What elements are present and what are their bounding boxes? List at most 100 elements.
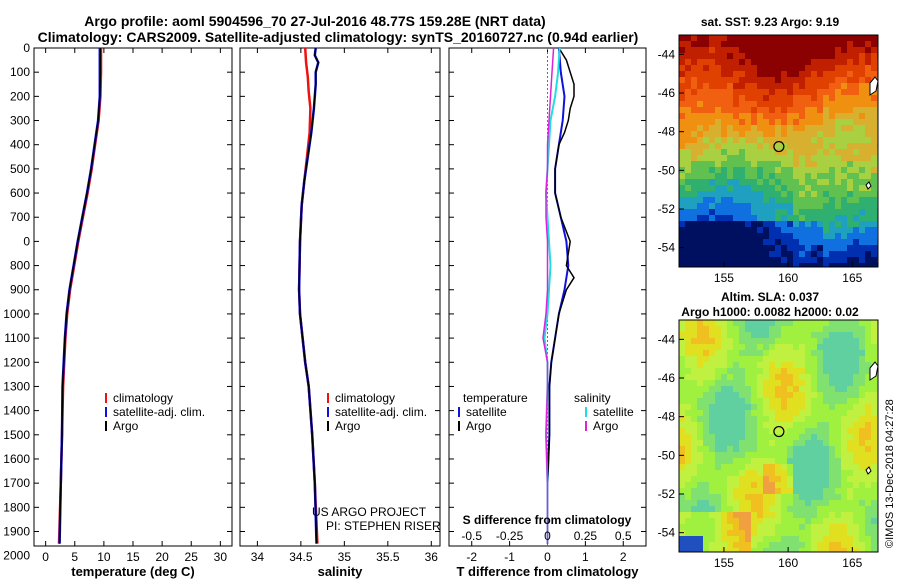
- map-cell: [781, 494, 787, 500]
- map-cell: [727, 320, 733, 326]
- map-cell: [721, 125, 727, 131]
- map-cell: [691, 542, 697, 548]
- map-cell: [721, 404, 727, 410]
- map-cell: [781, 326, 787, 332]
- map-cell: [691, 452, 697, 458]
- map-cell: [745, 470, 751, 476]
- map-cell: [727, 95, 733, 101]
- map-cell: [745, 356, 751, 362]
- map-cell: [781, 107, 787, 113]
- map-cell: [847, 263, 853, 267]
- map-cell: [685, 251, 691, 257]
- map-cell: [805, 386, 811, 392]
- map-cell: [697, 125, 703, 131]
- map-cell: [769, 113, 775, 119]
- map-cell: [679, 53, 685, 59]
- map-cell: [763, 245, 769, 251]
- map-cell: [859, 143, 865, 149]
- map-cell: [811, 179, 817, 185]
- map-cell: [853, 89, 859, 95]
- map-cell: [841, 143, 847, 149]
- map-cell: [757, 35, 763, 41]
- map-cell: [835, 83, 841, 89]
- map-cell: [685, 398, 691, 404]
- map-cell: [871, 59, 877, 65]
- map-cell: [793, 83, 799, 89]
- map-cell: [811, 203, 817, 209]
- map-cell: [685, 524, 691, 530]
- map-cell: [697, 440, 703, 446]
- map-cell: [793, 131, 799, 137]
- map-cell: [685, 530, 691, 536]
- map-cell: [697, 143, 703, 149]
- map-cell: [679, 488, 685, 494]
- map-cell: [733, 227, 739, 233]
- map-cell: [727, 47, 733, 53]
- map-cell: [859, 446, 865, 452]
- map-cell: [781, 251, 787, 257]
- map-cell: [715, 89, 721, 95]
- map-cell: [703, 197, 709, 203]
- map-cell: [751, 179, 757, 185]
- map-cell: [871, 482, 877, 488]
- map-cell: [709, 167, 715, 173]
- map-cell: [739, 263, 745, 267]
- map-cell: [769, 143, 775, 149]
- map-cell: [745, 458, 751, 464]
- map-cell: [841, 155, 847, 161]
- map-cell: [691, 35, 697, 41]
- map-cell: [829, 518, 835, 524]
- map-cell: [685, 221, 691, 227]
- sla-title-line1: Altim. SLA: 0.037: [721, 290, 819, 304]
- map-cell: [847, 518, 853, 524]
- map-cell: [751, 125, 757, 131]
- map-cell: [679, 512, 685, 518]
- map-cell: [775, 161, 781, 167]
- map-cell: [739, 434, 745, 440]
- map-cell: [859, 41, 865, 47]
- map-cell: [763, 392, 769, 398]
- map-cell: [721, 530, 727, 536]
- map-cell: [691, 257, 697, 263]
- map-cell: [781, 119, 787, 125]
- map-cell: [853, 59, 859, 65]
- map-cell: [751, 245, 757, 251]
- map-cell: [799, 209, 805, 215]
- map-cell: [835, 494, 841, 500]
- map-cell: [733, 173, 739, 179]
- map-cell: [715, 131, 721, 137]
- map-cell: [745, 506, 751, 512]
- map-cell: [769, 167, 775, 173]
- map-cell: [715, 155, 721, 161]
- map-y-tick-label: -48: [658, 410, 676, 424]
- map-cell: [787, 161, 793, 167]
- map-cell: [715, 161, 721, 167]
- map-cell: [817, 476, 823, 482]
- legend-label: Argo: [113, 419, 139, 433]
- map-cell: [811, 488, 817, 494]
- map-cell: [703, 191, 709, 197]
- map-cell: [709, 95, 715, 101]
- map-cell: [787, 125, 793, 131]
- map-cell: [751, 386, 757, 392]
- map-cell: [847, 149, 853, 155]
- map-cell: [751, 53, 757, 59]
- map-cell: [793, 113, 799, 119]
- map-cell: [733, 251, 739, 257]
- map-cell: [847, 386, 853, 392]
- map-cell: [733, 59, 739, 65]
- map-cell: [703, 233, 709, 239]
- map-cell: [775, 356, 781, 362]
- map-cell: [811, 245, 817, 251]
- map-cell: [727, 362, 733, 368]
- map-cell: [685, 41, 691, 47]
- map-cell: [859, 548, 865, 552]
- map-cell: [715, 338, 721, 344]
- map-cell: [799, 77, 805, 83]
- coastline: [865, 181, 872, 190]
- map-cell: [769, 251, 775, 257]
- map-cell: [703, 512, 709, 518]
- map-cell: [865, 422, 871, 428]
- map-cell: [823, 125, 829, 131]
- map-cell: [859, 185, 865, 191]
